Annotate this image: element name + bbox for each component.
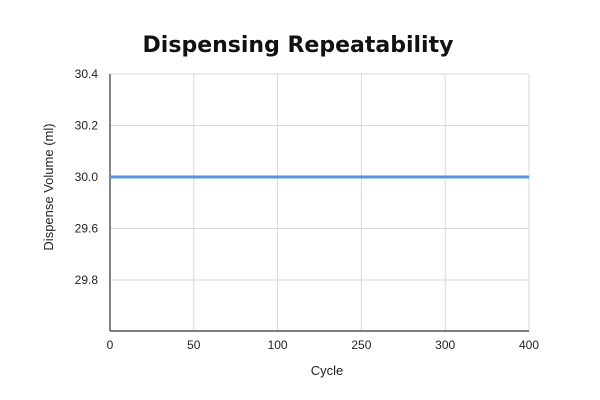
y-axis-label: Dispense Volume (ml) [41, 123, 56, 250]
x-tick-label: 250 [351, 338, 371, 352]
axes [109, 74, 529, 332]
x-tick-label: 400 [519, 338, 539, 352]
y-tick-label: 30.2 [75, 119, 99, 133]
x-tick-label: 50 [187, 338, 201, 352]
y-tick-label: 29.6 [75, 222, 99, 236]
x-tick-label: 100 [268, 338, 288, 352]
chart-title: Dispensing Repeatability [143, 33, 454, 58]
tick-labels: 0 50 100 250 300 400 30.4 30.2 30.0 29.6 29.8 [75, 67, 540, 352]
x-axis-label: Cycle [311, 363, 344, 378]
y-tick-label: 30.4 [75, 67, 99, 81]
x-tick-label: 300 [435, 338, 455, 352]
grid [110, 73, 530, 332]
y-tick-label: 30.0 [75, 170, 99, 184]
y-tick-label: 29.8 [75, 273, 99, 287]
x-tick-label: 0 [107, 338, 114, 352]
